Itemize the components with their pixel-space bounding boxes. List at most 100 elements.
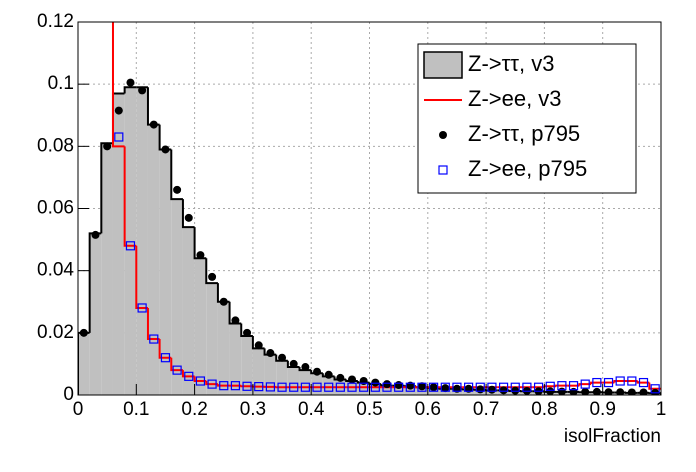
- data-point: [347, 382, 357, 392]
- legend: Z->ττ, v3 Z->ee, v3 Z->ττ, p795 Z->ee, p795: [417, 43, 637, 194]
- data-point: [289, 359, 298, 368]
- data-point: [546, 387, 555, 395]
- histogram-bar: [381, 385, 393, 395]
- data-point: [429, 382, 439, 392]
- data-point: [429, 383, 438, 392]
- data-point: [184, 213, 193, 222]
- data-point: [242, 381, 252, 391]
- histogram-step: [193, 376, 207, 383]
- data-point: [172, 365, 182, 375]
- data-point: [557, 387, 566, 395]
- data-point: [324, 382, 334, 392]
- legend-label: Z->ττ, p795: [468, 121, 580, 146]
- x-tick-label: 0.6: [415, 399, 441, 420]
- histogram-bar: [171, 199, 183, 395]
- data-point: [371, 378, 380, 387]
- histogram-bar: [112, 93, 125, 395]
- y-tick-label: 0.04: [37, 260, 74, 281]
- histogram-bar: [159, 149, 172, 395]
- data-point: [592, 387, 601, 395]
- data-point: [277, 382, 287, 392]
- data-point: [208, 272, 217, 281]
- data-point: [114, 106, 123, 115]
- data-point: [568, 381, 579, 391]
- histogram-bar: [124, 87, 137, 395]
- data-point: [138, 86, 147, 95]
- data-point: [627, 376, 637, 386]
- x-tick-label: 0.9: [589, 399, 615, 420]
- histogram-step: [613, 380, 627, 383]
- histogram-step: [146, 307, 160, 341]
- data-point: [219, 381, 229, 391]
- x-tick-label: 0: [73, 399, 84, 420]
- histogram-bar: [276, 360, 288, 395]
- data-point: [161, 145, 170, 154]
- axes: 0 0.1 0.2 0.3 0.4 0.5 0.6 0.7 0.8 0.9 1 0 0.02 0.04 0.…: [37, 11, 666, 420]
- data-point: [137, 303, 147, 313]
- data-point: [195, 376, 206, 386]
- x-tick-label: 0.5: [356, 399, 382, 420]
- histogram-bar: [311, 373, 323, 395]
- histogram-bar: [229, 323, 242, 395]
- histogram-step: [205, 381, 218, 386]
- histogram-step: [636, 381, 650, 384]
- data-point: [545, 381, 555, 391]
- data-point: [615, 376, 625, 386]
- data-point: [254, 341, 263, 350]
- histogram-step: [170, 357, 183, 372]
- histogram-bar: [206, 283, 218, 395]
- data-point: [336, 373, 345, 382]
- histogram-step: [111, 22, 125, 148]
- data-point: [149, 120, 158, 129]
- data-point: [616, 388, 625, 395]
- y-tick-label: 0: [63, 384, 74, 405]
- histogram-outline: [123, 86, 137, 94]
- x-tick-label: 0.1: [123, 399, 149, 420]
- data-point: [487, 385, 496, 394]
- histogram-bar: [322, 376, 335, 395]
- x-tick-label: 0.4: [298, 399, 325, 420]
- data-point: [604, 388, 613, 395]
- data-point: [394, 382, 404, 392]
- histogram-step: [578, 383, 592, 386]
- y-tick-label: 0.02: [37, 322, 74, 343]
- data-point: [441, 384, 450, 393]
- data-point: [254, 382, 264, 392]
- legend-symbol: [423, 51, 463, 79]
- data-point: [312, 382, 322, 392]
- x-tick-label: 0.8: [531, 399, 557, 420]
- histogram-step: [181, 370, 195, 378]
- legend-label: Z->ττ, v3: [468, 51, 554, 76]
- data-point: [335, 382, 345, 392]
- data-point: [581, 387, 590, 395]
- histogram-outline: [205, 258, 218, 285]
- histogram-bar: [182, 227, 195, 395]
- data-point: [627, 388, 636, 395]
- data-point: [265, 382, 275, 392]
- data-point: [160, 353, 171, 363]
- data-point: [149, 334, 159, 344]
- data-point: [103, 142, 112, 151]
- x-tick-label: 0.7: [473, 399, 499, 420]
- data-point: [440, 382, 450, 392]
- data-point: [126, 78, 135, 87]
- histogram-bar: [194, 258, 207, 395]
- data-point: [370, 382, 380, 392]
- x-axis-label: isolFraction: [564, 426, 661, 447]
- y-tick-label: 0.12: [37, 11, 74, 32]
- data-point: [639, 388, 648, 395]
- data-point: [452, 382, 462, 392]
- y-tick-label: 0.06: [37, 198, 74, 219]
- data-point: [417, 382, 427, 392]
- histogram-bar: [357, 382, 370, 395]
- data-point: [114, 132, 124, 142]
- histogram-step: [135, 245, 148, 309]
- data-point: [266, 349, 275, 358]
- data-point: [499, 386, 508, 395]
- histogram-step: [240, 385, 253, 388]
- data-point: [231, 316, 240, 325]
- histogram-bar: [136, 87, 148, 395]
- histogram-step: [590, 381, 603, 385]
- histogram-bar: [299, 370, 312, 395]
